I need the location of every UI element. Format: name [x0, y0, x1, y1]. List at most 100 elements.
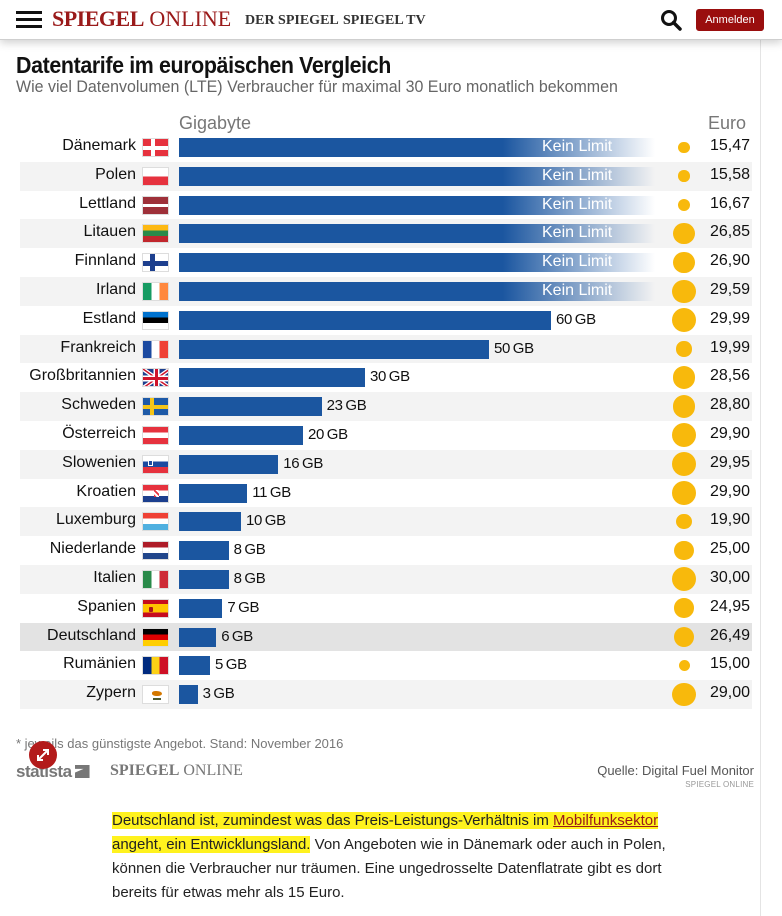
nav-spiegel-tv[interactable]: SPIEGEL TV — [343, 13, 426, 28]
flag-it-icon — [142, 570, 169, 589]
price-label: 29,95 — [709, 453, 750, 471]
chart-row: Niederlande 8 GB 25,00 — [20, 536, 752, 565]
country-label: Zypern — [86, 684, 136, 702]
flag-cy-icon — [142, 685, 169, 705]
bar-value-label: 16 GB — [283, 454, 324, 472]
bar-value-label: 5 GB — [215, 656, 247, 674]
country-label: Schweden — [61, 396, 136, 414]
data-bar — [179, 166, 655, 186]
search-icon[interactable] — [660, 9, 682, 31]
country-label: Kroatien — [76, 482, 136, 500]
chart-footnote: * jeweils das günstigste Angebot. Stand:… — [16, 736, 344, 751]
top-navigation-bar: SPIEGEL ONLINE DER SPIEGEL SPIEGEL TV An… — [0, 0, 782, 40]
highlighted-text-2: angeht, ein Entwicklungsland. — [112, 836, 311, 853]
flag-si-icon — [142, 454, 169, 474]
chart-row: Luxemburg 10 GB 19,90 — [20, 507, 752, 537]
bar-value-label: 11 GB — [252, 483, 291, 501]
country-label: Niederlande — [49, 540, 136, 558]
chart-row: Dänemark Kein Limit 15,47 — [20, 133, 752, 162]
flag-ie-icon — [142, 282, 169, 301]
hamburger-menu-icon[interactable] — [16, 11, 42, 28]
price-dot — [678, 660, 690, 672]
flag-gb-icon — [142, 368, 169, 388]
country-label: Litauen — [83, 223, 137, 241]
country-label: Österreich — [62, 425, 136, 442]
data-bar — [179, 685, 198, 705]
bar-value-label: 8 GB — [233, 570, 266, 587]
bar-value-label: 20 GB — [308, 426, 348, 443]
chart-row: Frankreich 50 GB 19,99 — [20, 334, 752, 364]
country-label: Irland — [95, 281, 136, 298]
spiegel-online-footer-logo: SPIEGEL ONLINE — [110, 762, 243, 779]
price-label: 29,59 — [709, 281, 750, 298]
price-dot — [672, 452, 696, 477]
price-label: 19,99 — [709, 338, 750, 356]
chart-row: Kroatien 11 GB 29,90 — [20, 479, 752, 508]
flag-ro-icon — [142, 656, 169, 676]
chart-title: Datentarife im europäischen Vergleich — [16, 52, 391, 78]
country-label: Slowenien — [62, 453, 136, 471]
data-bar — [179, 483, 248, 503]
price-dot — [673, 626, 695, 648]
bar-value-label: Kein Limit — [542, 224, 613, 242]
bar-value-label: 50 GB — [494, 339, 534, 357]
article-paragraph: Deutschland ist, zumindest was das Preis… — [112, 809, 672, 905]
chart-row: Zypern 3 GB 29,00 — [20, 680, 752, 709]
data-bar — [179, 656, 210, 676]
bar-value-label: 8 GB — [233, 541, 266, 559]
country-label: Spanien — [77, 597, 136, 615]
price-label: 16,67 — [709, 194, 750, 212]
link-mobilfunksektor[interactable]: Mobilfunksektor — [553, 812, 659, 829]
page-edge-divider — [760, 40, 761, 916]
price-dot — [674, 598, 694, 618]
country-label: Italien — [93, 569, 136, 586]
flag-at-icon — [142, 426, 169, 445]
expand-arrows-icon[interactable] — [29, 741, 57, 769]
price-label: 26,49 — [709, 626, 750, 644]
flag-pl-icon — [142, 166, 169, 186]
flag-nl-icon — [142, 541, 169, 561]
bar-value-label: Kein Limit — [542, 282, 613, 299]
country-label: Großbritannien — [29, 367, 136, 385]
flag-es-icon — [142, 598, 169, 618]
bar-value-label: Kein Limit — [542, 253, 613, 271]
chart-row: Irland Kein Limit 29,59 — [20, 277, 752, 306]
price-dot — [672, 567, 696, 592]
flag-ee-icon — [142, 310, 169, 330]
bar-value-label: 6 GB — [221, 627, 254, 645]
price-dot — [672, 308, 696, 333]
price-label: 29,99 — [709, 309, 750, 327]
country-label: Rumänien — [63, 655, 136, 673]
country-label: Finnland — [74, 252, 136, 270]
country-label: Lettland — [79, 194, 136, 212]
price-dot — [678, 141, 690, 154]
chart-row: Italien 8 GB 30,00 — [20, 565, 752, 594]
data-bar — [179, 195, 655, 215]
price-dot — [677, 198, 691, 212]
data-bar — [179, 138, 655, 157]
spiegel-online-logo[interactable]: SPIEGEL ONLINE — [52, 6, 232, 31]
country-label: Deutschland — [47, 626, 136, 644]
bar-value-label: 60 GB — [556, 310, 596, 328]
statista-mark-icon — [74, 765, 90, 778]
country-label: Frankreich — [60, 338, 136, 356]
chart-row: Schweden 23 GB 28,80 — [20, 392, 752, 421]
price-label: 29,90 — [709, 482, 750, 500]
highlighted-text: Deutschland ist, zumindest was das Preis… — [112, 812, 554, 829]
statista-logo[interactable]: statista — [16, 762, 90, 782]
nav-der-spiegel[interactable]: DER SPIEGEL — [245, 13, 339, 28]
flag-de-icon — [142, 627, 169, 647]
data-bar — [179, 454, 279, 474]
data-bar — [179, 512, 241, 532]
chart-row: Spanien 7 GB 24,95 — [20, 594, 752, 623]
flag-lu-icon — [142, 512, 169, 532]
bar-chart: Dänemark Kein Limit 15,47 Polen Kein Limit 15… — [0, 133, 782, 713]
chart-row: Slowenien 16 GB 29,95 — [20, 449, 752, 479]
data-bar — [179, 224, 655, 244]
login-button[interactable]: Anmelden — [696, 9, 764, 31]
bar-value-label: 3 GB — [202, 685, 235, 703]
price-dot — [672, 683, 696, 707]
bar-value-label: Kein Limit — [542, 166, 613, 184]
chart-source-publisher: SPIEGEL ONLINE — [685, 780, 754, 789]
price-label: 28,80 — [709, 396, 750, 414]
